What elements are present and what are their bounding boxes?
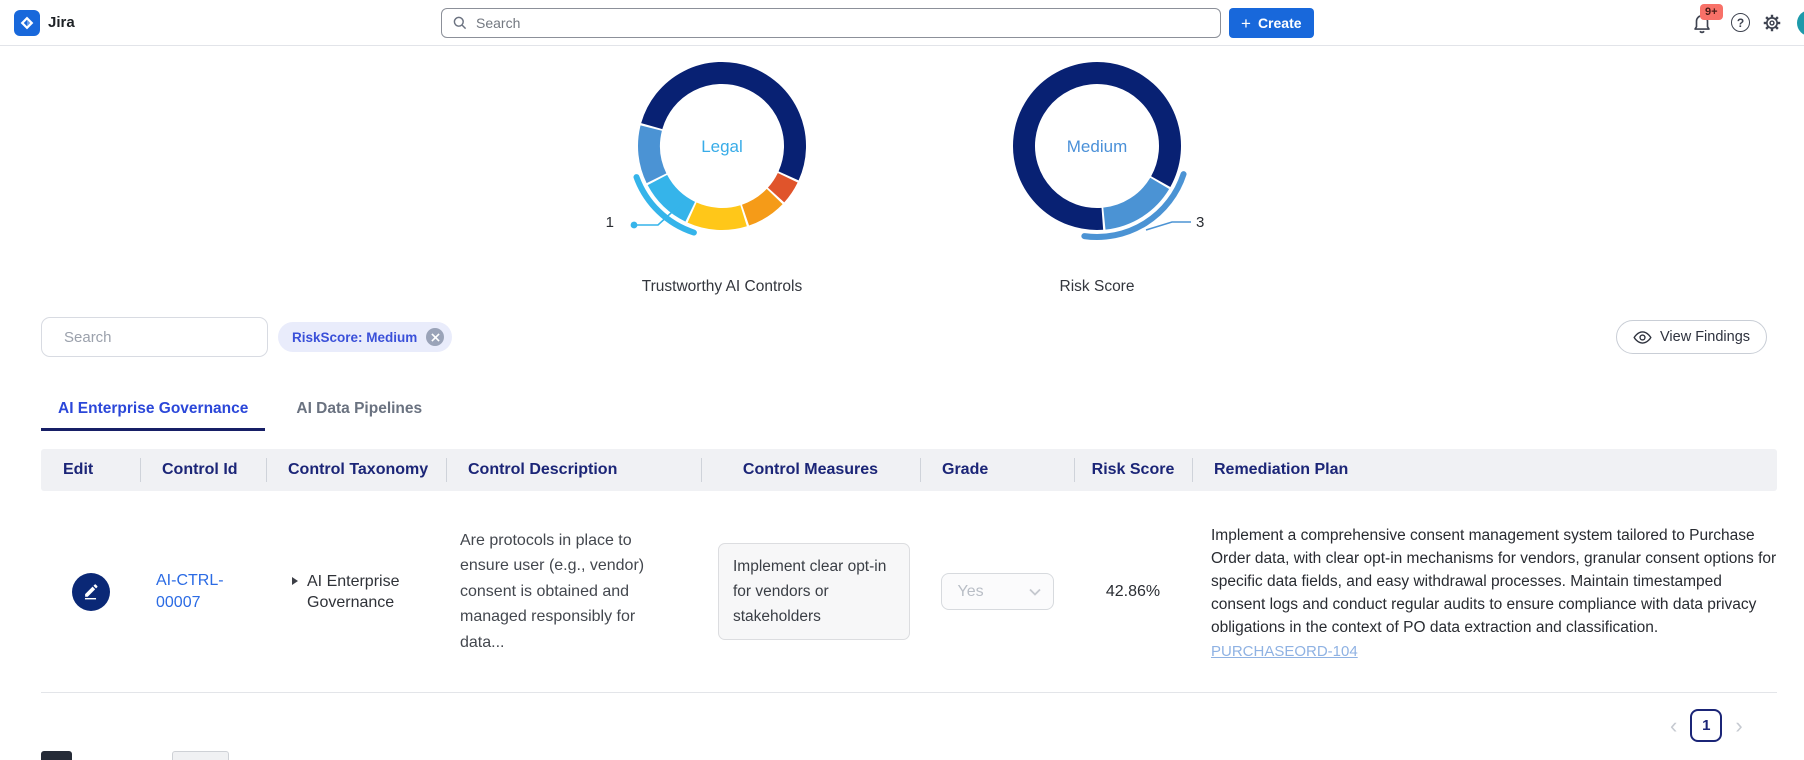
page-number-button[interactable]: 1 [1690, 709, 1723, 742]
column-header-control-id: Control Id [140, 449, 266, 491]
donut-callout-value-risk: 3 [1196, 214, 1205, 231]
trustworthy-ai-controls-donut[interactable] [633, 62, 806, 236]
cell-edit [41, 491, 140, 692]
callout-dot-trust [630, 221, 638, 229]
global-search[interactable] [441, 8, 1221, 38]
global-search-input[interactable] [476, 15, 1210, 31]
filter-chip-close-icon[interactable] [426, 328, 445, 346]
table-search-input[interactable] [64, 328, 263, 346]
jira-mark-icon [20, 16, 34, 30]
column-header-edit: Edit [63, 461, 94, 478]
control-id-link[interactable]: AI-CTRL-00007 [156, 571, 224, 611]
grade-select-value: Yes [957, 582, 984, 600]
donut-center-label-risk: Medium [1066, 137, 1128, 156]
create-button-label: Create [1257, 15, 1302, 31]
table-header-row: Edit Control Id Control Taxonomy Control… [41, 449, 1777, 491]
risk-score-donut[interactable] [1013, 62, 1187, 240]
topbar: Jira + Create 9+ ? [0, 0, 1804, 46]
callout-line-trust [634, 201, 684, 226]
column-header-control-measures: Control Measures [701, 449, 920, 491]
create-button[interactable]: + Create [1229, 8, 1314, 38]
control-description-text: Are protocols in place to ensure user (e… [460, 531, 645, 651]
cell-control-taxonomy: AI Enterprise Governance [266, 491, 446, 692]
cell-risk-score: 42.86% [1074, 491, 1192, 692]
help-icon[interactable]: ? [1731, 13, 1750, 32]
donut-highlight-arc [1081, 171, 1187, 240]
control-taxonomy-text: AI Enterprise Governance [307, 572, 400, 611]
view-findings-label: View Findings [1660, 329, 1751, 345]
chart-title-trust: Trustworthy AI Controls [641, 278, 803, 295]
donut-segment-medium [1102, 177, 1170, 230]
filter-chip-label: RiskScore: Medium [292, 329, 418, 345]
donut-center-label-trust: Legal [701, 137, 743, 156]
settings-gear-icon[interactable] [1761, 12, 1783, 37]
user-avatar[interactable] [1797, 10, 1804, 36]
remediation-plan-text: Implement a comprehensive consent manage… [1211, 526, 1777, 636]
column-header-control-description: Control Description [446, 449, 701, 491]
chart-title-risk: Risk Score [1059, 278, 1135, 295]
view-findings-button[interactable]: View Findings [1616, 320, 1768, 354]
risk-score-value: 42.86% [1105, 582, 1161, 600]
callout-line-risk [1145, 221, 1191, 231]
tab-bar: AI Enterprise Governance AI Data Pipelin… [41, 395, 439, 431]
cutoff-button-dark[interactable] [41, 751, 72, 760]
jira-logo-icon[interactable] [14, 10, 40, 36]
cell-remediation-plan: Implement a comprehensive consent manage… [1192, 491, 1777, 692]
previous-page-chevron-icon[interactable]: ‹ [1670, 712, 1678, 738]
table-row: AI-CTRL-00007 AI Enterprise Governance A… [41, 491, 1777, 693]
control-measure-chip[interactable]: Implement clear opt-in for vendors or st… [718, 543, 910, 640]
cell-control-description: Are protocols in place to ensure user (e… [446, 491, 701, 692]
column-header-control-taxonomy: Control Taxonomy [266, 449, 446, 491]
grade-select[interactable]: Yes [940, 573, 1054, 610]
notification-count-badge[interactable]: 9+ [1700, 4, 1723, 20]
column-header-grade: Grade [920, 449, 1074, 491]
edit-button[interactable] [71, 572, 110, 611]
column-header-risk-score: Risk Score [1074, 449, 1192, 491]
controls-table: Edit Control Id Control Taxonomy Control… [41, 449, 1777, 693]
chevron-down-icon [1028, 588, 1041, 596]
pagination: ‹ 1 › [1670, 709, 1743, 742]
tab-ai-data-pipelines[interactable]: AI Data Pipelines [296, 400, 423, 417]
remediation-issue-link[interactable]: PURCHASEORD-104 [1211, 642, 1358, 660]
tab-ai-enterprise-governance[interactable]: AI Enterprise Governance [41, 395, 266, 431]
search-icon [453, 16, 467, 30]
cell-grade: Yes [920, 491, 1074, 692]
donut-segment-legal [647, 174, 696, 222]
plus-icon: + [1241, 13, 1251, 33]
cutoff-button-light[interactable] [172, 751, 229, 760]
next-page-chevron-icon[interactable]: › [1735, 712, 1743, 738]
cell-control-measures: Implement clear opt-in for vendors or st… [701, 491, 920, 692]
cell-control-id: AI-CTRL-00007 [140, 491, 266, 692]
app-name: Jira [48, 14, 75, 31]
column-header-remediation-plan: Remediation Plan [1192, 449, 1777, 491]
eye-icon [1633, 330, 1652, 344]
filter-chip-riskscore[interactable]: RiskScore: Medium [278, 322, 453, 352]
charts-canvas [630, 62, 1191, 240]
donut-highlight-arc [633, 174, 697, 236]
donut-callout-value-trust: 1 [605, 214, 614, 231]
table-search[interactable] [41, 317, 268, 357]
pencil-icon [84, 584, 98, 600]
expand-triangle-icon[interactable] [292, 576, 298, 585]
